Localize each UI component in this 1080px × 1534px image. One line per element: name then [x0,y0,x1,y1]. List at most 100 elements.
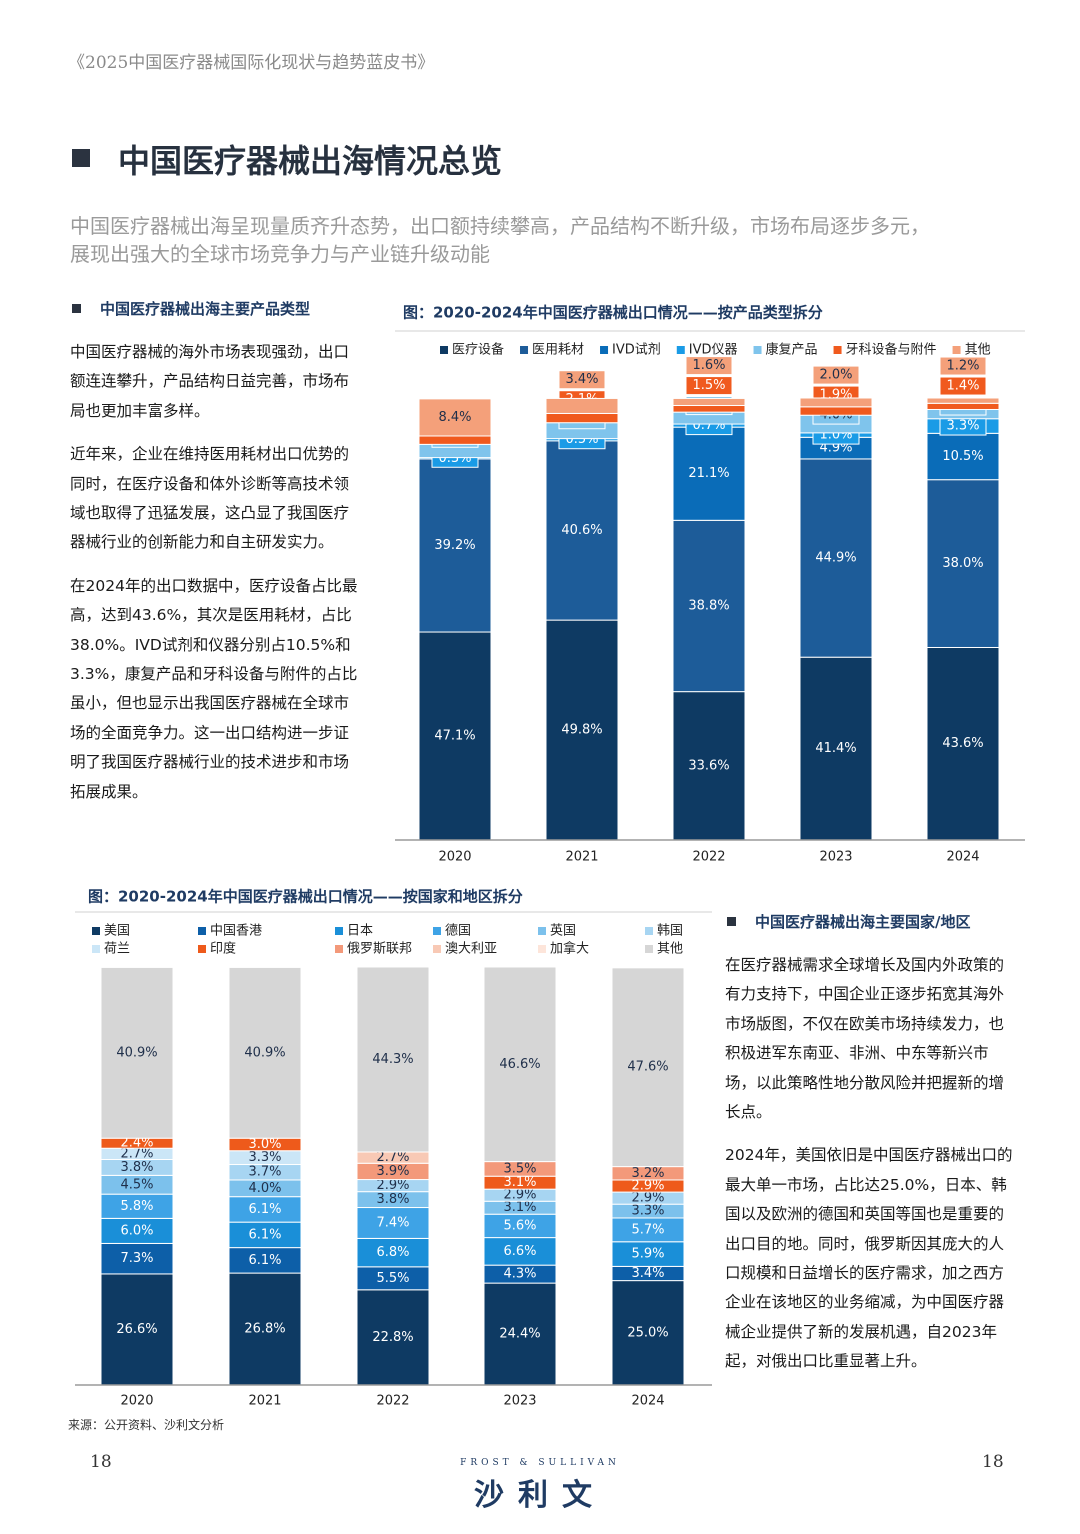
legend-label: 德国 [445,924,471,939]
bar-segment [799,397,873,408]
x-tick-label: 2020 [438,850,471,865]
value-label: 47.6% [627,1060,668,1075]
paragraph: 在2024年的出口数据中，医疗设备占比最高，达到43.6%，其次是医用耗材，占比… [70,576,358,801]
x-tick-label: 2021 [248,1394,281,1409]
bar-segment [483,966,557,1163]
value-label: 40.9% [116,1045,157,1060]
value-label: 1.2% [946,359,979,374]
value-label: 3.1% [503,1200,536,1215]
bar-segment [611,967,685,1168]
value-label: 26.6% [116,1322,157,1337]
value-label: 3.9% [376,1164,409,1179]
bar-segment [418,435,492,445]
bar-segment [228,1221,302,1249]
paragraph: 2024年，美国依旧是中国医疗器械出口的最大单一市场，占比达25.0%，日本、韩… [725,1146,1013,1371]
paragraph: 近年来，企业在维持医用耗材出口优势的同时，在医疗设备和体外诊断等高技术领域也取得… [70,445,350,552]
value-label: 3.5% [503,1161,536,1176]
bar-segment [356,1289,430,1386]
bar-segment [228,1247,302,1274]
title: 中国医疗器械出海情况总览 [118,142,503,180]
bar-segment [228,1272,302,1386]
bar-segment [545,440,619,621]
value-label: 40.6% [561,523,602,538]
value-label: 7.3% [120,1251,153,1266]
value-label: 6.1% [248,1202,281,1217]
value-label: 2.9% [503,1188,536,1203]
value-label: 46.6% [499,1057,540,1072]
bar-segment [418,458,492,633]
value-label: 2.9% [631,1179,664,1194]
legend-swatch [433,927,441,935]
value-label: 5.7% [631,1222,664,1237]
section-heading: 中国医疗器械出海主要国家/地区 [755,913,971,931]
value-label: 3.4% [565,372,598,387]
value-label: 6.0% [120,1223,153,1238]
value-label: 2.9% [376,1178,409,1193]
legend-label: 其他 [965,343,991,358]
value-label: 2.0% [819,368,852,383]
bar-segment [418,398,492,437]
bar-segment [672,405,746,413]
paragraph: 中国医疗器械的海外市场表现强劲，出口额连连攀升，产品结构日益完善，市场布局也更加… [70,343,350,420]
value-label: 4.5% [120,1177,153,1192]
legend-swatch [600,346,609,354]
value-label: 2.7% [376,1150,409,1165]
legend-swatch [335,927,343,935]
x-tick-label: 2022 [376,1394,409,1409]
value-label: 8.4% [438,410,471,425]
value-label: 41.4% [815,741,856,756]
value-label: 2.7% [120,1146,153,1161]
legend-swatch [198,945,206,953]
chart-title: 图：2020-2024年中国医疗器械出口情况——按产品类型拆分 [403,304,823,322]
header: 《2025中国医疗器械国际化现状与趋势蓝皮书》 [68,53,435,73]
legend-swatch [538,927,546,935]
label-box [558,370,606,390]
value-label: 44.9% [815,551,856,566]
bar-segment [418,631,492,841]
bar-segment [672,519,746,693]
value-label: 3.4% [631,1266,664,1281]
bar-segment [672,691,746,841]
value-label: 5.6% [503,1218,536,1233]
value-label: 3.2% [631,1166,664,1181]
value-label: 49.8% [561,723,602,738]
legend-label: 韩国 [657,924,683,939]
legend-swatch [645,927,653,935]
value-label: 47.1% [434,729,475,744]
legend-label: 澳大利亚 [445,941,497,957]
value-label: 39.2% [434,538,475,553]
label-box [812,365,860,385]
value-label: 3.7% [248,1165,281,1180]
value-label: 3.0% [248,1137,281,1152]
bar-segment [926,402,1000,410]
legend-swatch [520,346,529,354]
legend-swatch [92,927,100,935]
value-label: 38.8% [688,598,729,613]
section-marker [72,304,81,313]
paragraph: 在医疗器械需求全球增长及国内外政策的有力支持下，中国企业正逐步拓宽其海外市场版图… [725,956,1005,1122]
value-label: 6.1% [248,1253,281,1268]
value-label: 1.6% [692,358,725,373]
bar-segment [545,397,619,414]
value-label: 5.5% [376,1271,409,1286]
logo-brand: FROST & SULLIVAN [460,1458,620,1468]
value-label: 1.4% [946,379,979,394]
value-label: 38.0% [942,556,983,571]
legend-label: IVD仪器 [689,343,738,358]
value-label: 40.9% [244,1045,285,1060]
source: 来源：公开资料、沙利文分析 [68,1418,225,1432]
legend-label: 医疗设备 [452,342,504,358]
bar-segment [926,432,1000,481]
section-marker [727,917,736,926]
value-label: 3.3% [631,1204,664,1219]
legend-label: 康复产品 [766,342,818,358]
page-number: 18 [982,1452,1004,1472]
bar-segment [545,412,619,424]
value-label: 6.8% [376,1245,409,1260]
bar-segment [100,966,174,1139]
x-tick-label: 2023 [503,1394,536,1409]
value-label: 22.8% [372,1330,413,1345]
logo-name: 沙利文 [474,1478,606,1513]
